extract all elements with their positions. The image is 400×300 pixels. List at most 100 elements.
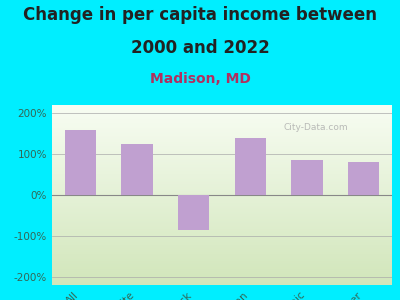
Bar: [52, 240, 392, 241]
Bar: [52, 256, 392, 257]
Bar: [52, 199, 392, 200]
Bar: [52, 259, 392, 260]
Bar: [122, 144, 152, 195]
Bar: [52, 177, 392, 178]
Bar: [52, 225, 392, 226]
Bar: [52, 253, 392, 254]
Bar: [52, 172, 392, 173]
Bar: [52, 147, 392, 148]
Bar: [52, 260, 392, 261]
Bar: [52, 160, 392, 161]
Bar: [52, 202, 392, 203]
Bar: [52, 145, 392, 146]
Bar: [52, 135, 392, 136]
Bar: [52, 238, 392, 239]
Bar: [52, 110, 392, 111]
Bar: [178, 195, 209, 230]
Bar: [52, 193, 392, 194]
Bar: [52, 266, 392, 267]
Bar: [52, 195, 392, 196]
Bar: [52, 189, 392, 190]
Bar: [52, 175, 392, 176]
Bar: [52, 164, 392, 165]
Bar: [52, 140, 392, 141]
Bar: [52, 223, 392, 224]
Bar: [52, 271, 392, 272]
Bar: [52, 134, 392, 135]
Bar: [52, 154, 392, 155]
Bar: [52, 165, 392, 166]
Bar: [52, 107, 392, 108]
Bar: [348, 162, 379, 195]
Bar: [52, 198, 392, 199]
Bar: [52, 268, 392, 269]
Bar: [52, 142, 392, 143]
Bar: [52, 150, 392, 151]
Bar: [52, 220, 392, 221]
Bar: [52, 115, 392, 116]
Bar: [52, 272, 392, 273]
Bar: [52, 201, 392, 202]
Bar: [52, 174, 392, 175]
Bar: [52, 265, 392, 266]
Text: 2000 and 2022: 2000 and 2022: [131, 39, 269, 57]
Bar: [52, 217, 392, 218]
Bar: [52, 138, 392, 139]
Bar: [52, 116, 392, 117]
Bar: [52, 197, 392, 198]
Bar: [52, 178, 392, 179]
Bar: [52, 112, 392, 113]
Bar: [52, 186, 392, 187]
Bar: [52, 187, 392, 188]
Bar: [52, 235, 392, 236]
Bar: [52, 179, 392, 180]
Bar: [52, 196, 392, 197]
Bar: [52, 117, 392, 118]
Bar: [52, 152, 392, 153]
Bar: [52, 244, 392, 245]
Bar: [52, 184, 392, 185]
Bar: [52, 207, 392, 208]
Bar: [52, 257, 392, 258]
Bar: [52, 144, 392, 145]
Bar: [52, 131, 392, 132]
Bar: [52, 166, 392, 167]
Bar: [52, 221, 392, 222]
Bar: [52, 114, 392, 115]
Bar: [52, 156, 392, 157]
Bar: [52, 247, 392, 248]
Bar: [52, 168, 392, 169]
Bar: [52, 191, 392, 192]
Bar: [52, 200, 392, 201]
Bar: [52, 233, 392, 234]
Bar: [52, 123, 392, 124]
Bar: [52, 231, 392, 232]
Bar: [52, 180, 392, 181]
Bar: [52, 236, 392, 237]
Bar: [52, 205, 392, 206]
Bar: [52, 122, 392, 123]
Bar: [52, 105, 392, 106]
Bar: [52, 151, 392, 152]
Bar: [52, 194, 392, 195]
Bar: [52, 128, 392, 129]
Bar: [52, 242, 392, 243]
Bar: [52, 281, 392, 282]
Bar: [52, 258, 392, 259]
Bar: [52, 270, 392, 271]
Bar: [52, 251, 392, 252]
Bar: [52, 157, 392, 158]
Bar: [52, 132, 392, 133]
Bar: [52, 188, 392, 189]
Bar: [52, 119, 392, 120]
Bar: [52, 108, 392, 109]
Bar: [52, 237, 392, 238]
Bar: [52, 210, 392, 211]
Bar: [52, 171, 392, 172]
Text: Change in per capita income between: Change in per capita income between: [23, 6, 377, 24]
Bar: [52, 212, 392, 213]
Bar: [52, 158, 392, 159]
Bar: [52, 149, 392, 150]
Bar: [52, 146, 392, 147]
Bar: [52, 229, 392, 230]
